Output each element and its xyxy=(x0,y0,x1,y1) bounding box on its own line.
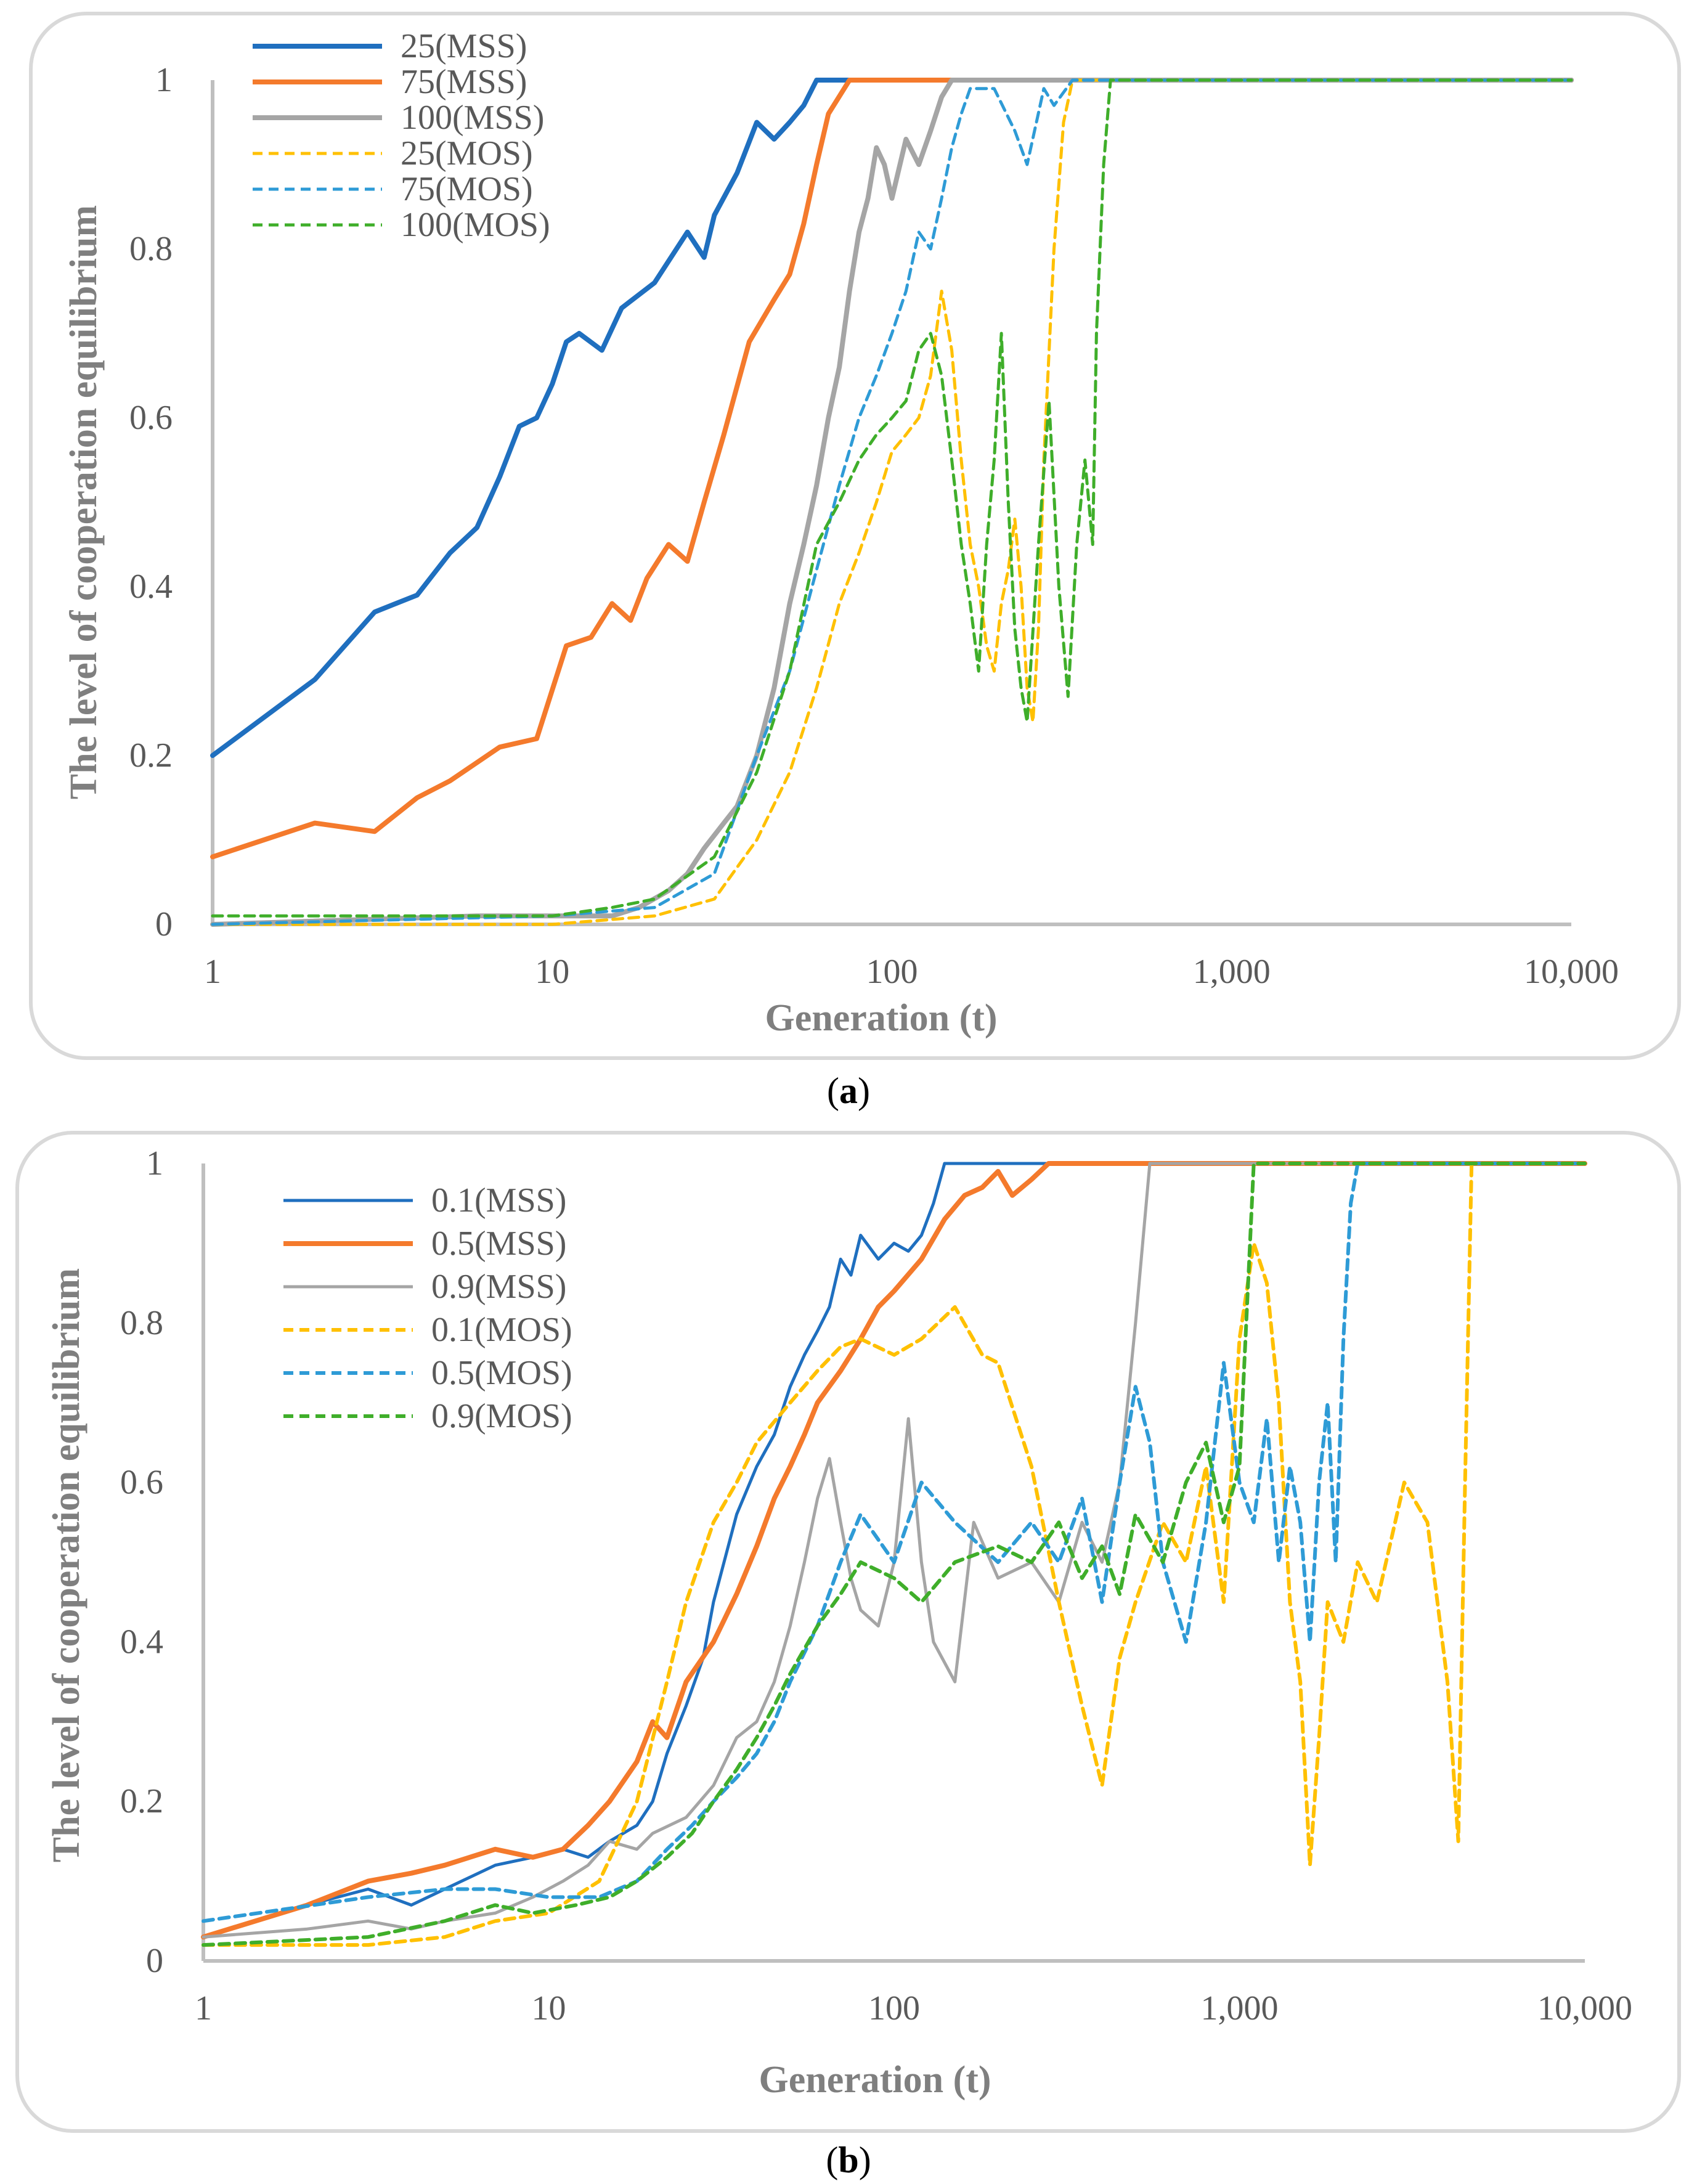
chart-b-y-tick-label: 0 xyxy=(146,1942,163,1980)
chart-a-y-tick-label: 0.6 xyxy=(129,399,173,437)
chart-a-legend-label: 100(MSS) xyxy=(401,99,544,137)
chart-a-series-line xyxy=(211,78,1573,926)
chart-b-legend-label: 0.9(MSS) xyxy=(431,1268,566,1306)
chart-b-y-tick-label: 0.2 xyxy=(120,1782,163,1820)
chart-a-series-line xyxy=(211,78,1573,918)
chart-a-x-tick-label: 1 xyxy=(204,953,221,991)
chart-a-legend-label: 75(MSS) xyxy=(401,63,527,101)
chart-b-caption: (b) xyxy=(826,2140,871,2180)
chart-b-series-line xyxy=(201,1162,1587,1939)
chart-b-x-tick-label: 1 xyxy=(195,1989,212,2027)
chart-a-x-tick-label: 10 xyxy=(535,953,569,991)
chart-b-series-line xyxy=(201,1162,1587,1947)
chart-b-series-line xyxy=(201,1162,1587,1939)
chart-a-series-line xyxy=(210,78,1574,758)
chart-b-series-line xyxy=(201,1162,1587,1923)
chart-a-y-tick-label: 0.8 xyxy=(129,230,173,268)
chart-b-series-line xyxy=(201,1161,1587,1940)
chart-b-x-tick-label: 100 xyxy=(868,1989,920,2027)
chart-b-y-tick-label: 1 xyxy=(146,1144,163,1183)
chart-panel-a-frame xyxy=(29,12,1681,1060)
chart-b-x-tick-labels: 1 10 100 1,000 10,000 xyxy=(195,1989,1632,2027)
chart-a-y-tick-label: 0 xyxy=(155,905,173,943)
chart-a-y-tick-label: 0.2 xyxy=(129,736,173,775)
chart-b-legend: 0.1(MSS) 0.5(MSS) 0.9(MSS) 0.1(MOS) 0.5(MOS)… xyxy=(283,1181,572,1435)
chart-b-x-axis-title: Generation (t) xyxy=(759,2059,991,2101)
chart-a-legend-label: 100(MOS) xyxy=(401,206,550,244)
chart-a-series-line xyxy=(211,78,1573,926)
chart-a-legend-label: 25(MSS) xyxy=(401,27,527,65)
chart-a-y-axis-title: The level of cooperation equilibrium xyxy=(63,205,105,799)
chart-a-y-tick-labels: 0 0.2 0.4 0.6 0.8 1 xyxy=(129,61,173,943)
chart-a-caption: (a) xyxy=(827,1070,870,1111)
chart-a-series-group xyxy=(210,78,1574,927)
chart-a-y-tick-label: 0.4 xyxy=(129,568,173,606)
chart-b-legend-label: 0.1(MSS) xyxy=(431,1181,566,1220)
chart-a-legend: 25(MSS)75(MSS)100(MSS)25(MOS)75(MOS)100(… xyxy=(253,27,550,244)
chart-b-legend-label: 0.5(MOS) xyxy=(431,1354,572,1392)
chart-panel-b: 0 0.2 0.4 0.6 0.8 1 1 10 100 1,000 10,000 0.1(MSS… xyxy=(15,1131,1681,2133)
chart-b-series-line xyxy=(201,1162,1587,1947)
chart-b-y-tick-label: 0.4 xyxy=(120,1623,163,1661)
chart-a-y-tick-label: 1 xyxy=(155,61,173,99)
chart-a-x-tick-label: 100 xyxy=(866,953,918,991)
chart-a-legend-label: 75(MOS) xyxy=(401,170,533,208)
chart-b-y-tick-labels: 0 0.2 0.4 0.6 0.8 1 xyxy=(120,1144,163,1980)
chart-b-x-tick-label: 10 xyxy=(532,1989,566,2027)
chart-b-legend-label: 0.1(MOS) xyxy=(431,1311,572,1349)
chart-b-x-tick-label: 1,000 xyxy=(1201,1989,1279,2027)
chart-a-legend-label: 25(MOS) xyxy=(401,134,533,173)
chart-panel-a: 0 0.2 0.4 0.6 0.8 1 1 10 100 1,000 10,000 25(MSS)… xyxy=(29,12,1681,1060)
chart-a-x-tick-label: 10,000 xyxy=(1524,953,1619,991)
chart-b-y-axis-title: The level of cooperation equilibrium xyxy=(46,1268,87,1862)
chart-a-series-line xyxy=(210,78,1574,860)
chart-b-y-tick-label: 0.6 xyxy=(120,1464,163,1502)
chart-b-legend-label: 0.5(MSS) xyxy=(431,1224,566,1263)
chart-b-axes xyxy=(201,1163,1585,1963)
chart-a-x-tick-label: 1,000 xyxy=(1193,953,1271,991)
chart-b-legend-label: 0.9(MOS) xyxy=(431,1397,572,1435)
chart-b-y-tick-label: 0.8 xyxy=(120,1304,163,1342)
chart-b-x-tick-label: 10,000 xyxy=(1537,1989,1632,2027)
chart-a-x-axis-title: Generation (t) xyxy=(765,997,997,1039)
chart-a-x-tick-labels: 1 10 100 1,000 10,000 xyxy=(204,953,1619,991)
chart-b-series-group xyxy=(201,1161,1587,1947)
chart-panel-b-frame xyxy=(15,1131,1681,2133)
